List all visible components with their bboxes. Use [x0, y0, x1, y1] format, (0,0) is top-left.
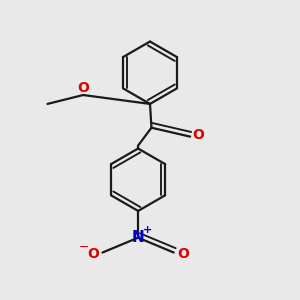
- Text: O: O: [77, 81, 89, 94]
- Text: N: N: [132, 230, 145, 245]
- Text: O: O: [88, 247, 100, 261]
- Text: O: O: [177, 247, 189, 261]
- Text: O: O: [193, 128, 204, 142]
- Text: +: +: [142, 225, 152, 235]
- Text: −: −: [79, 241, 89, 254]
